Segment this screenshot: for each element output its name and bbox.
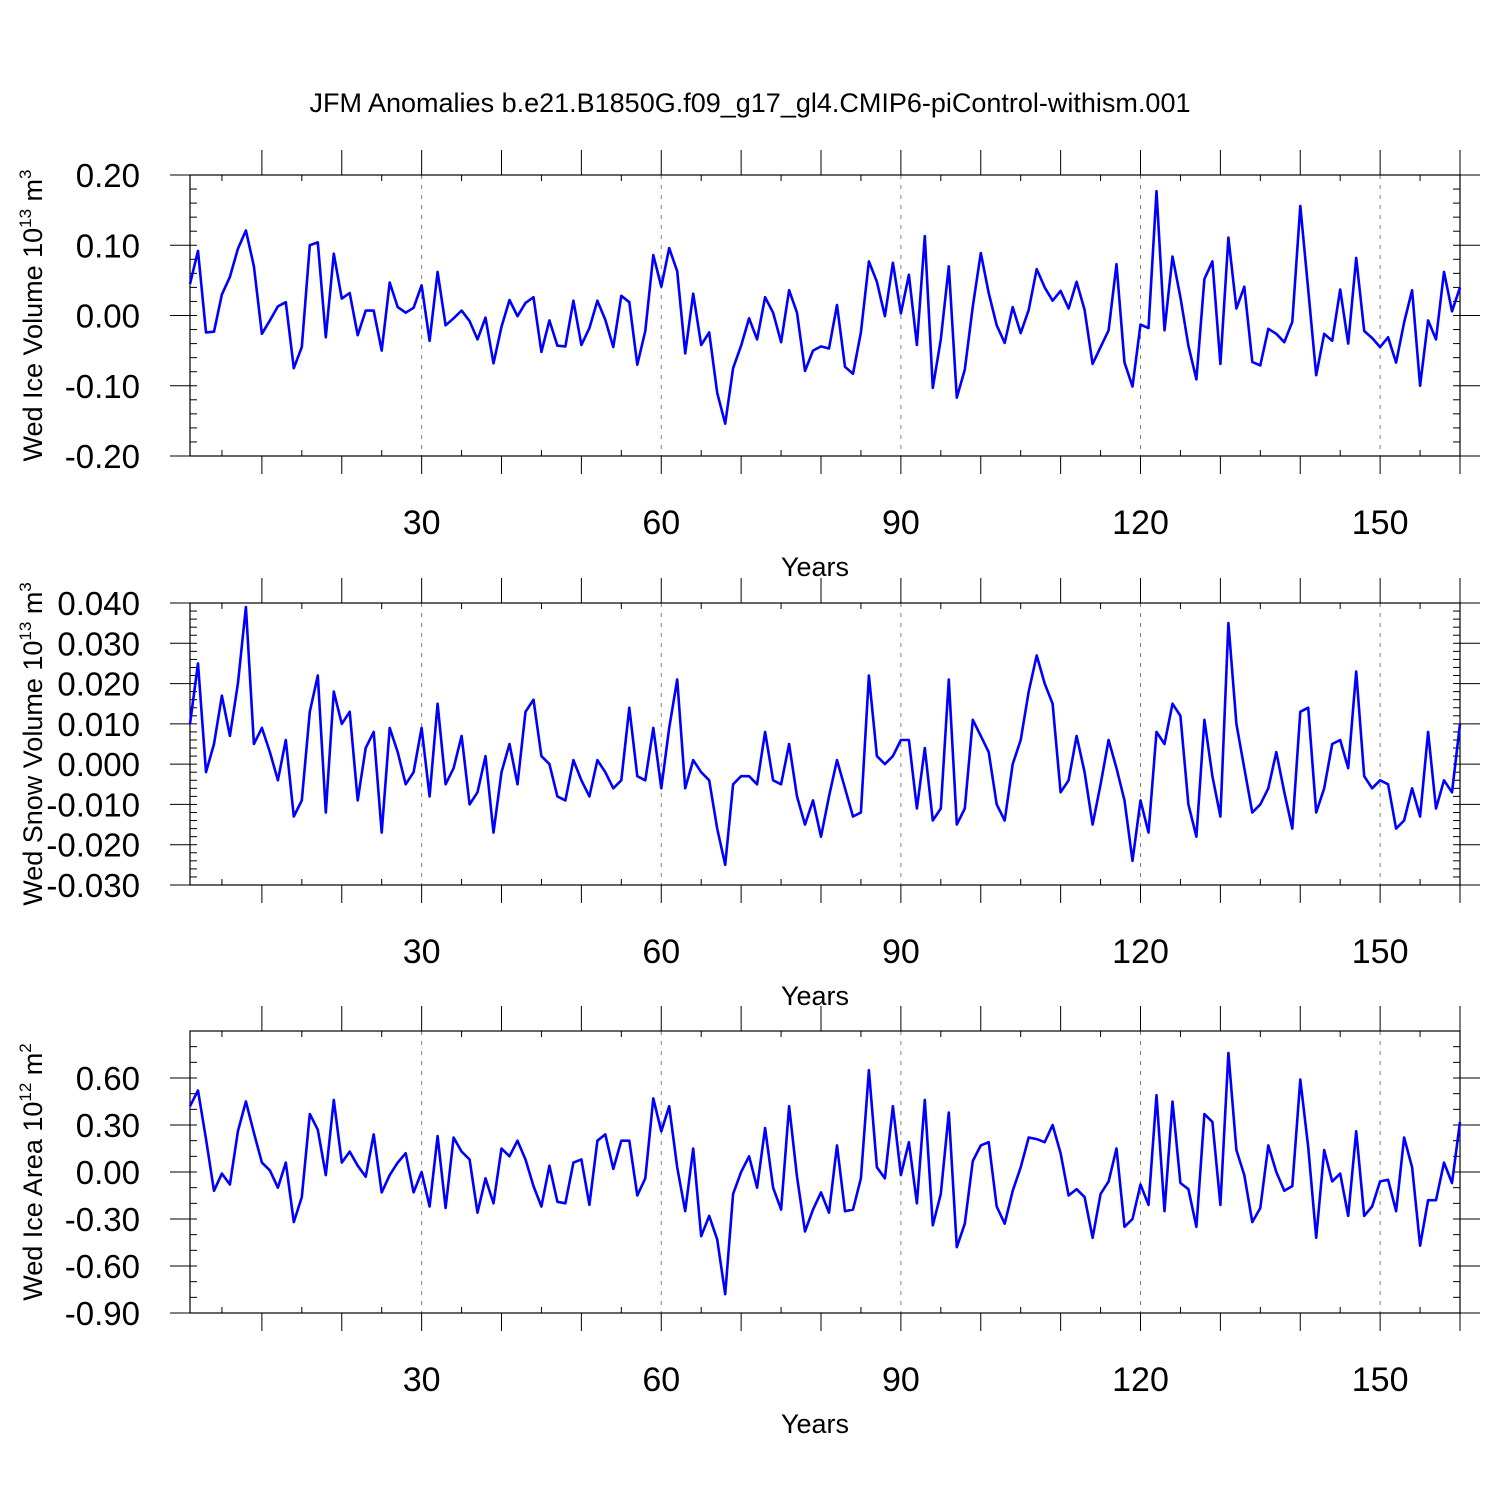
x-tick-label: 90 (882, 933, 920, 971)
y-tick-label: 0.040 (57, 585, 140, 622)
y-tick-label: 0.10 (76, 227, 140, 264)
x-tick-label: 120 (1112, 504, 1169, 542)
x-axis-label: Years (781, 1409, 849, 1439)
y-tick-label: 0.020 (57, 666, 140, 703)
series-line (188, 1051, 1462, 1296)
x-tick-label: 150 (1352, 504, 1409, 542)
y-tick-label: 0.030 (57, 625, 140, 662)
y-tick-label: -0.10 (65, 368, 140, 405)
panel-1: 30 60 90 120 150 -0.20 -0.10 0.00 0.10 0.20 Years W… (16, 150, 1480, 582)
x-tick-label: 60 (642, 1361, 680, 1399)
plot-frame (189, 1030, 1461, 1314)
y-tick-label: -0.020 (46, 827, 140, 864)
y-axis-label: Wed Snow Volume 1013 m3 (16, 582, 48, 906)
x-tick-label: 150 (1352, 1361, 1409, 1399)
panel-3: 30 60 90 120 150 -0.90 -0.60 -0.30 0.00 0.30 0.60 Y… (16, 1006, 1480, 1439)
plot-frame (189, 174, 1461, 457)
y-tick-label: 0.20 (76, 157, 140, 194)
y-tick-label: 0.000 (57, 746, 140, 783)
x-tick-label: 30 (403, 933, 441, 971)
x-tick-label: 30 (403, 1361, 441, 1399)
y-axis-label: Wed Ice Area 1012 m2 (16, 1043, 48, 1301)
y-tick-label: -0.60 (65, 1248, 140, 1285)
series-line (188, 605, 1462, 867)
y-tick-label: -0.90 (65, 1295, 140, 1332)
x-tick-label: 120 (1112, 1361, 1169, 1399)
y-axis-label: Wed Ice Volume 1013 m3 (16, 169, 48, 461)
y-tick-label: 0.30 (76, 1107, 140, 1144)
y-tick-label: -0.030 (46, 867, 140, 904)
y-tick-label: 0.010 (57, 706, 140, 743)
panel-2: 30 60 90 120 150 -0.030-0.020 -0.0100.0000.010… (16, 578, 1480, 1011)
y-tick-label: 0.60 (76, 1060, 140, 1097)
x-axis-label: Years (781, 552, 849, 582)
x-tick-label: 90 (882, 1361, 920, 1399)
x-tick-label: 150 (1352, 933, 1409, 971)
x-tick-label: 30 (403, 504, 441, 542)
y-tick-label: -0.010 (46, 786, 140, 823)
series-line (188, 189, 1462, 426)
x-axis-label: Years (781, 981, 849, 1011)
y-tick-label: 0.00 (76, 298, 140, 335)
plot-frame (189, 602, 1461, 886)
x-tick-label: 60 (642, 933, 680, 971)
y-tick-label: -0.30 (65, 1201, 140, 1238)
figure-title: JFM Anomalies b.e21.B1850G.f09_g17_gl4.C… (310, 88, 1191, 118)
x-tick-label: 120 (1112, 933, 1169, 971)
x-tick-label: 60 (642, 504, 680, 542)
y-tick-label: 0.00 (76, 1154, 140, 1191)
x-tick-label: 90 (882, 504, 920, 542)
y-tick-label: -0.20 (65, 438, 140, 475)
